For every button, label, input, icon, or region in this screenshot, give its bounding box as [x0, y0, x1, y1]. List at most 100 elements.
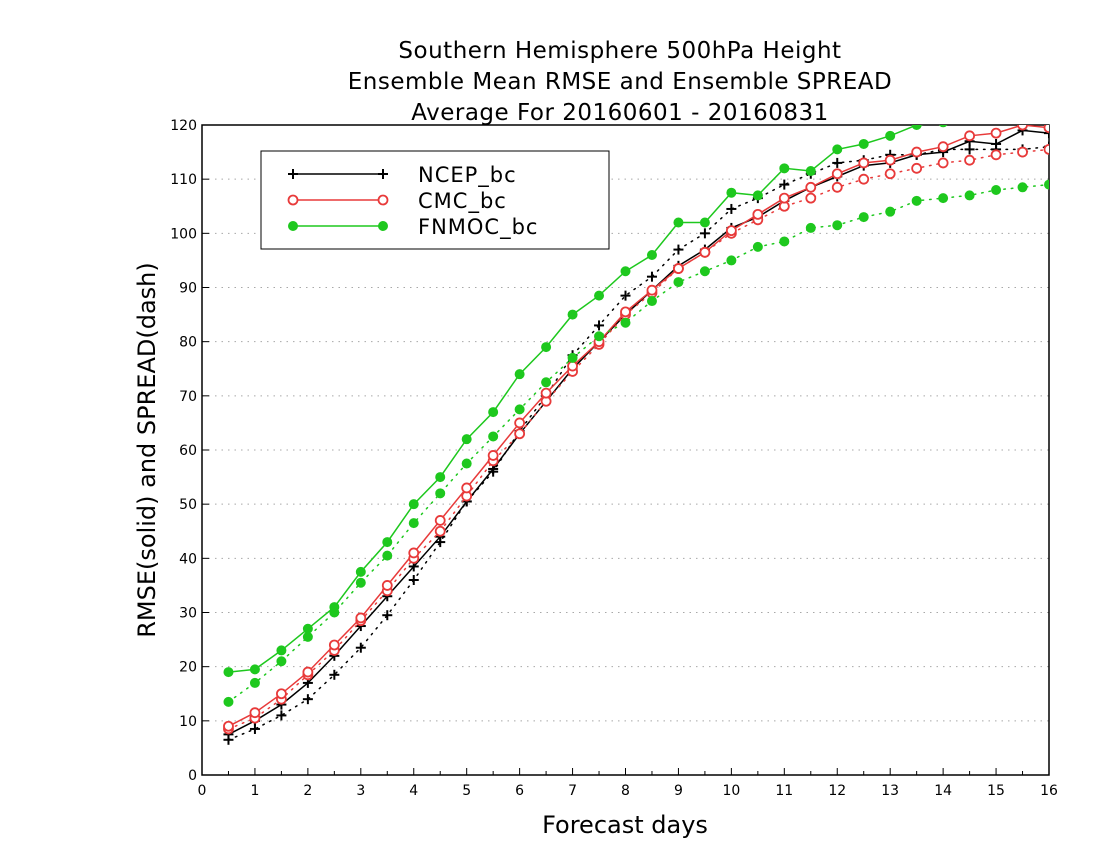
chart-title: Southern Hemisphere 500hPa Height Ensemb…	[300, 36, 940, 129]
spread-point-fnmoc-bc	[461, 458, 472, 469]
rmse-point-cmc-bc	[408, 547, 420, 559]
y-tick-label: 0	[188, 768, 197, 784]
spread-point-ncep-bc	[382, 610, 393, 621]
x-tick-label: 7	[568, 783, 577, 799]
spread-point-fnmoc-bc	[726, 255, 737, 266]
rmse-point-cmc-bc	[328, 639, 340, 651]
x-axis-label: Forecast days	[542, 811, 708, 839]
legend-entry-fnmoc-bc: FNMOC_bc	[288, 215, 537, 240]
rmse-point-ncep-bc	[1044, 128, 1049, 139]
y-tick-label: 90	[179, 281, 197, 297]
spread-point-fnmoc-bc	[435, 488, 446, 499]
rmse-point-fnmoc-bc	[594, 290, 605, 301]
rmse-point-cmc-bc	[355, 612, 367, 624]
legend-label-cmc-bc: CMC_bc	[418, 189, 507, 214]
spread-point-cmc-bc	[1017, 146, 1028, 158]
x-tick-label: 8	[621, 783, 630, 799]
x-tick-label: 13	[881, 783, 899, 799]
rmse-point-cmc-bc	[461, 482, 473, 494]
series-fnmoc-bc	[223, 110, 1054, 707]
spread-point-fnmoc-bc	[488, 431, 499, 442]
rmse-point-fnmoc-bc	[832, 144, 843, 155]
rmse-point-fnmoc-bc	[541, 342, 552, 353]
x-tick-label: 11	[775, 783, 793, 799]
spread-point-fnmoc-bc	[249, 677, 260, 688]
rmse-point-cmc-bc	[831, 168, 843, 180]
spread-point-fnmoc-bc	[832, 220, 843, 231]
spread-point-cmc-bc	[990, 149, 1002, 161]
series-group	[223, 110, 1054, 745]
legend-marker-cmc-bc	[287, 194, 299, 206]
rmse-point-cmc-bc	[937, 141, 949, 153]
rmse-point-cmc-bc	[725, 225, 737, 237]
y-tick-label: 30	[179, 606, 197, 622]
rmse-point-cmc-bc	[646, 284, 658, 296]
spread-point-ncep-bc	[594, 320, 605, 331]
rmse-point-fnmoc-bc	[302, 623, 313, 634]
spread-point-ncep-bc	[329, 669, 340, 680]
rmse-point-cmc-bc	[964, 130, 975, 142]
x-tick-label: 9	[674, 783, 683, 799]
rmse-point-fnmoc-bc	[620, 266, 631, 277]
spread-point-cmc-bc	[937, 157, 949, 169]
rmse-point-cmc-bc	[778, 192, 790, 204]
rmse-point-fnmoc-bc	[885, 130, 896, 141]
spread-point-fnmoc-bc	[594, 331, 605, 342]
x-tick-label: 12	[828, 783, 846, 799]
rmse-point-cmc-bc	[487, 450, 499, 461]
spread-point-fnmoc-bc	[858, 212, 869, 223]
rmse-point-cmc-bc	[884, 154, 896, 166]
rmse-point-fnmoc-bc	[699, 217, 710, 228]
spread-point-fnmoc-bc	[382, 550, 393, 561]
rmse-point-fnmoc-bc	[858, 138, 869, 149]
rmse-point-fnmoc-bc	[752, 190, 763, 201]
rmse-point-cmc-bc	[302, 666, 314, 678]
legend-marker-ncep-bc	[288, 169, 298, 179]
rmse-point-fnmoc-bc	[488, 407, 499, 418]
title-line-1: Southern Hemisphere 500hPa Height	[398, 38, 842, 64]
legend-marker-ncep-bc	[378, 169, 388, 179]
rmse-point-cmc-bc	[276, 688, 287, 700]
spread-point-fnmoc-bc	[355, 577, 366, 588]
rmse-point-ncep-bc	[991, 138, 1002, 149]
spread-point-ncep-bc	[779, 179, 790, 190]
rmse-point-fnmoc-bc	[408, 499, 419, 510]
x-tick-label: 5	[462, 783, 471, 799]
spread-point-cmc-bc	[1043, 143, 1049, 155]
y-tick-label: 120	[170, 118, 197, 134]
rmse-point-cmc-bc	[805, 181, 817, 193]
rmse-point-cmc-bc	[858, 157, 870, 169]
rmse-point-cmc-bc	[620, 306, 631, 318]
rmse-point-fnmoc-bc	[461, 434, 472, 445]
rmse-point-cmc-bc	[673, 263, 684, 274]
rmse-point-fnmoc-bc	[382, 537, 393, 548]
spread-line-fnmoc-bc	[227, 183, 1049, 703]
y-tick-label: 50	[179, 497, 197, 513]
spread-point-fnmoc-bc	[938, 193, 949, 204]
spread-point-fnmoc-bc	[779, 236, 790, 247]
spread-point-fnmoc-bc	[673, 277, 684, 288]
rmse-point-fnmoc-bc	[276, 645, 287, 656]
rmse-point-fnmoc-bc	[355, 566, 366, 577]
rmse-point-fnmoc-bc	[965, 115, 974, 124]
x-tick-label: 3	[356, 783, 365, 799]
spread-point-ncep-bc	[673, 244, 684, 255]
rmse-point-fnmoc-bc	[673, 217, 684, 228]
spread-point-cmc-bc	[884, 168, 896, 180]
rmse-point-cmc-bc	[911, 146, 923, 158]
x-tick-label: 2	[303, 783, 312, 799]
rmse-point-fnmoc-bc	[1045, 110, 1054, 119]
spread-point-fnmoc-bc	[223, 696, 234, 707]
rmse-point-fnmoc-bc	[567, 309, 578, 320]
legend-marker-cmc-bc	[377, 194, 389, 206]
y-axis-label: RMSE(solid) and SPREAD(dash)	[133, 262, 161, 638]
y-tick-label: 40	[179, 551, 197, 567]
spread-point-fnmoc-bc	[991, 185, 1002, 195]
rmse-point-fnmoc-bc	[646, 250, 657, 260]
spread-point-cmc-bc	[964, 154, 975, 166]
spread-point-cmc-bc	[831, 181, 843, 193]
x-tick-label: 1	[250, 783, 259, 799]
spread-point-ncep-bc	[355, 642, 366, 653]
rmse-point-fnmoc-bc	[911, 125, 922, 130]
